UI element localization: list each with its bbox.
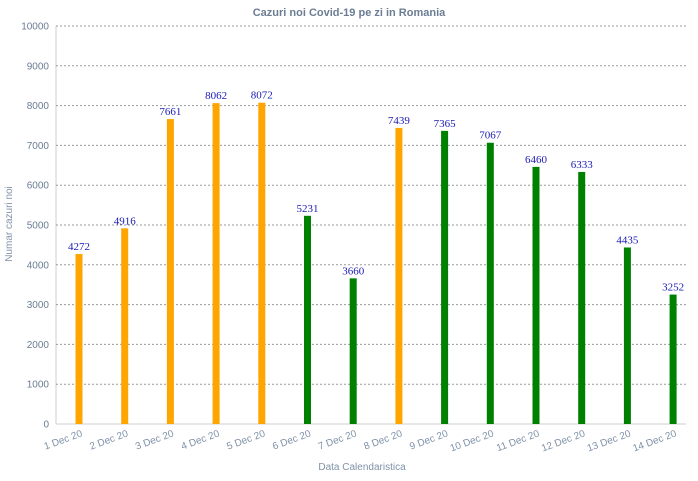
data-label: 7365 — [434, 118, 457, 130]
data-label: 3660 — [342, 265, 365, 277]
bar — [578, 171, 586, 424]
bar — [349, 278, 357, 424]
bar — [166, 119, 174, 425]
y-axis-title: Numar cazuri noi — [4, 186, 15, 262]
bar — [212, 103, 220, 425]
data-label: 8062 — [205, 90, 227, 102]
y-tick-label: 3000 — [27, 300, 50, 311]
y-tick-label: 10000 — [21, 22, 49, 33]
data-label: 8072 — [251, 90, 273, 102]
bar — [441, 130, 449, 425]
data-label: 6460 — [525, 154, 548, 166]
x-tick-label: 1 Dec 20 — [43, 428, 85, 452]
y-tick-label: 6000 — [27, 181, 50, 192]
bar — [75, 253, 83, 424]
y-tick-label: 1000 — [27, 380, 50, 391]
data-label: 7067 — [479, 130, 502, 142]
bar — [623, 247, 631, 424]
bar — [304, 215, 311, 424]
x-tick-label: 12 Dec 20 — [540, 428, 587, 454]
data-label: 6333 — [571, 159, 594, 171]
x-tick-label: 5 Dec 20 — [225, 428, 267, 452]
data-label: 3252 — [662, 282, 684, 294]
x-tick-label: 9 Dec 20 — [408, 428, 450, 452]
x-tick-label: 2 Dec 20 — [88, 428, 130, 452]
x-tick-label: 13 Dec 20 — [586, 428, 633, 454]
x-tick-label: 14 Dec 20 — [632, 428, 679, 454]
x-axis-title: Data Calendaristica — [318, 462, 406, 473]
y-tick-label: 0 — [43, 420, 49, 431]
chart-title: Cazuri noi Covid-19 pe zi in Romania — [253, 7, 446, 19]
y-tick-label: 9000 — [27, 61, 50, 72]
x-tick-label: 6 Dec 20 — [271, 428, 313, 452]
y-tick-label: 7000 — [27, 141, 50, 152]
bar — [121, 228, 129, 424]
bar — [486, 142, 494, 424]
grid-layer: 0 1000 2000 3000 4000 5000 6000 7000 8000 9000 100… — [21, 22, 686, 431]
data-labels-layer: 4272 4916 7661 8062 8072 5231 3660 7439 7365 7067… — [68, 90, 684, 294]
data-label: 7661 — [159, 106, 181, 118]
bars-layer — [75, 102, 677, 425]
bar — [532, 166, 540, 424]
bar — [258, 102, 266, 424]
data-label: 5231 — [297, 203, 319, 215]
data-label: 4272 — [68, 241, 90, 253]
x-ticks-layer: 1 Dec 20 2 Dec 20 3 Dec 20 4 Dec 20 5 Dec 20… — [43, 428, 679, 454]
y-tick-label: 2000 — [27, 340, 50, 351]
x-tick-label: 4 Dec 20 — [180, 428, 222, 452]
y-tick-label: 5000 — [27, 221, 50, 232]
x-tick-label: 10 Dec 20 — [449, 428, 496, 454]
x-tick-label: 11 Dec 20 — [495, 428, 541, 454]
x-tick-label: 7 Dec 20 — [317, 428, 359, 452]
y-tick-label: 4000 — [27, 260, 50, 271]
x-tick-label: 3 Dec 20 — [134, 428, 176, 452]
bar — [669, 294, 677, 424]
x-tick-label: 8 Dec 20 — [363, 428, 405, 452]
y-tick-label: 8000 — [27, 101, 50, 112]
bar — [395, 127, 403, 425]
data-label: 4435 — [616, 234, 639, 246]
data-label: 4916 — [114, 215, 137, 227]
data-label: 7439 — [388, 115, 411, 127]
